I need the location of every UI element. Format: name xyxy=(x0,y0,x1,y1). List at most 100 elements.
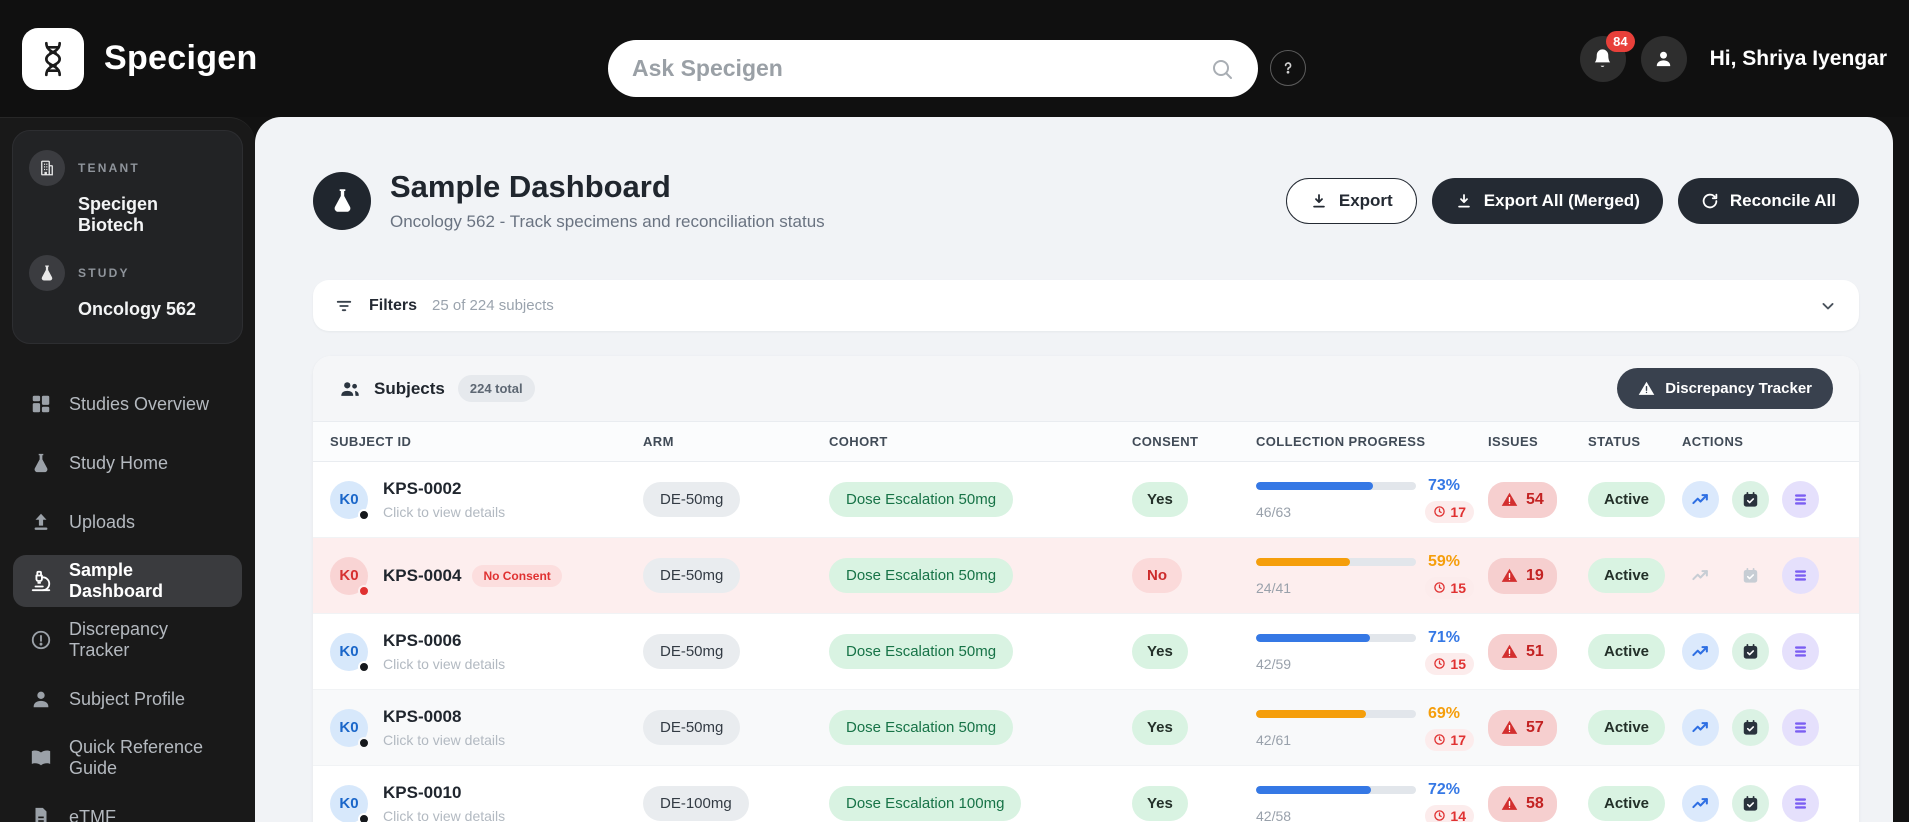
download-icon xyxy=(1457,193,1470,208)
sidebar-item-quick-reference-guide[interactable]: Quick Reference Guide xyxy=(13,732,242,784)
consent-badge: Yes xyxy=(1132,634,1188,669)
grid-icon xyxy=(32,395,50,413)
bell-icon xyxy=(1594,49,1611,67)
search-bar xyxy=(608,40,1258,97)
schedule-action-button[interactable] xyxy=(1732,785,1769,822)
status-badge: Active xyxy=(1588,710,1666,745)
menu-icon xyxy=(1794,570,1807,581)
status-badge: Active xyxy=(1588,634,1666,669)
page-title: Sample Dashboard xyxy=(390,169,671,204)
subjects-total-badge: 224 total xyxy=(457,375,535,402)
table-row[interactable]: K0 KPS-0006 Click to view details DE-50m… xyxy=(313,614,1859,690)
overdue-badge: 17 xyxy=(1425,500,1474,523)
arm-badge: DE-50mg xyxy=(643,710,741,745)
upload-icon xyxy=(34,513,48,530)
table-header: SUBJECT ID ARM COHORT CONSENT COLLECTION… xyxy=(313,421,1859,462)
notification-badge: 84 xyxy=(1606,30,1635,52)
clock-icon xyxy=(1434,734,1446,745)
subject-id: KPS-0004 xyxy=(383,565,462,585)
discrepancy-tracker-button[interactable]: Discrepancy Tracker xyxy=(1617,368,1833,409)
trend-action-button[interactable] xyxy=(1682,633,1719,670)
user-avatar-button[interactable] xyxy=(1640,35,1687,82)
table-row[interactable]: K0 KPS-0010 Click to view details DE-100… xyxy=(313,766,1859,822)
schedule-action-button[interactable] xyxy=(1732,557,1769,594)
subject-avatar: K0 xyxy=(330,556,370,597)
filters-bar[interactable]: Filters 25 of 224 subjects xyxy=(313,280,1859,331)
menu-action-button[interactable] xyxy=(1782,785,1819,822)
table-row[interactable]: K0 KPS-0002 Click to view details DE-50m… xyxy=(313,462,1859,538)
sidebar-item-discrepancy-tracker[interactable]: Discrepancy Tracker xyxy=(13,614,242,666)
warning-icon xyxy=(1501,720,1518,734)
filter-icon xyxy=(336,300,352,311)
trending-up-icon xyxy=(1692,798,1708,809)
consent-badge: No xyxy=(1132,558,1182,593)
sidebar-item-sample-dashboard[interactable]: Sample Dashboard xyxy=(13,555,242,607)
refresh-icon xyxy=(1702,193,1718,208)
sidebar-item-study-home[interactable]: Study Home xyxy=(13,437,242,489)
cohort-badge: Dose Escalation 50mg xyxy=(829,482,1014,517)
menu-icon xyxy=(1794,798,1807,809)
overdue-badge: 14 xyxy=(1425,804,1474,822)
trend-action-button[interactable] xyxy=(1682,709,1719,746)
menu-action-button[interactable] xyxy=(1782,481,1819,518)
export-all-merged-button[interactable]: Export All (Merged) xyxy=(1431,177,1663,224)
trend-action-button[interactable] xyxy=(1682,785,1719,822)
issues-badge: 58 xyxy=(1488,785,1557,822)
sidebar: TENANT Specigen Biotech STUDY Oncology 5… xyxy=(0,117,255,822)
progress-fraction: 42/59 xyxy=(1256,655,1292,672)
search-icon xyxy=(1213,59,1232,79)
subjects-title: Subjects xyxy=(374,378,445,398)
status-dot xyxy=(358,508,370,521)
tenant-value: Specigen Biotech xyxy=(78,194,159,235)
reconcile-all-button[interactable]: Reconcile All xyxy=(1677,177,1859,224)
column-header-consent: CONSENT xyxy=(1132,434,1199,449)
table-row[interactable]: K0 KPS-0004 No Consent DE-50mg Dose Esca… xyxy=(313,538,1859,614)
progress-percent: 71% xyxy=(1428,628,1461,646)
notifications-button[interactable]: 84 xyxy=(1579,30,1635,82)
status-badge: Active xyxy=(1588,558,1666,593)
download-icon xyxy=(1313,193,1325,208)
calendar-check-icon xyxy=(1743,795,1758,811)
top-bar: Specigen 84 Hi, Shriya Iyengar xyxy=(0,0,1909,117)
sidebar-nav: Studies Overview Study Home Uploads Samp… xyxy=(0,378,255,822)
progress-bar xyxy=(1256,633,1416,642)
subject-id: KPS-0008 xyxy=(383,707,462,726)
book-icon xyxy=(31,750,51,766)
ask-search-input[interactable] xyxy=(632,55,1210,82)
calendar-check-icon xyxy=(1743,719,1758,735)
warning-icon xyxy=(1638,381,1655,395)
schedule-action-button[interactable] xyxy=(1732,481,1769,518)
sidebar-item-uploads[interactable]: Uploads xyxy=(13,496,242,548)
dna-icon xyxy=(44,41,62,76)
schedule-action-button[interactable] xyxy=(1732,633,1769,670)
status-badge: Active xyxy=(1588,482,1666,517)
warning-icon xyxy=(1501,644,1518,658)
menu-action-button[interactable] xyxy=(1782,709,1819,746)
sidebar-item-studies-overview[interactable]: Studies Overview xyxy=(13,378,242,430)
trend-action-button[interactable] xyxy=(1682,557,1719,594)
sidebar-item-subject-profile[interactable]: Subject Profile xyxy=(13,673,242,725)
users-icon xyxy=(341,381,359,396)
app-logo xyxy=(22,27,84,90)
export-button[interactable]: Export xyxy=(1285,177,1417,224)
menu-icon xyxy=(1794,646,1807,657)
warning-icon xyxy=(1501,492,1518,506)
study-label: STUDY xyxy=(78,266,130,280)
menu-action-button[interactable] xyxy=(1782,557,1819,594)
progress-bar xyxy=(1256,709,1416,718)
subject-id: KPS-0010 xyxy=(383,783,462,802)
help-button[interactable] xyxy=(1270,50,1306,86)
trending-up-icon xyxy=(1692,494,1708,505)
file-icon xyxy=(35,807,47,822)
arm-badge: DE-50mg xyxy=(643,482,741,517)
arm-badge: DE-50mg xyxy=(643,558,741,593)
alert-circle-icon xyxy=(31,630,51,650)
subject-subtitle: Click to view details xyxy=(383,808,506,822)
table-row[interactable]: K0 KPS-0008 Click to view details DE-50m… xyxy=(313,690,1859,766)
menu-action-button[interactable] xyxy=(1782,633,1819,670)
sidebar-item-etmf[interactable]: eTMF xyxy=(13,791,242,822)
cohort-badge: Dose Escalation 100mg xyxy=(829,786,1022,821)
trend-action-button[interactable] xyxy=(1682,481,1719,518)
schedule-action-button[interactable] xyxy=(1732,709,1769,746)
microscope-icon xyxy=(31,570,51,592)
